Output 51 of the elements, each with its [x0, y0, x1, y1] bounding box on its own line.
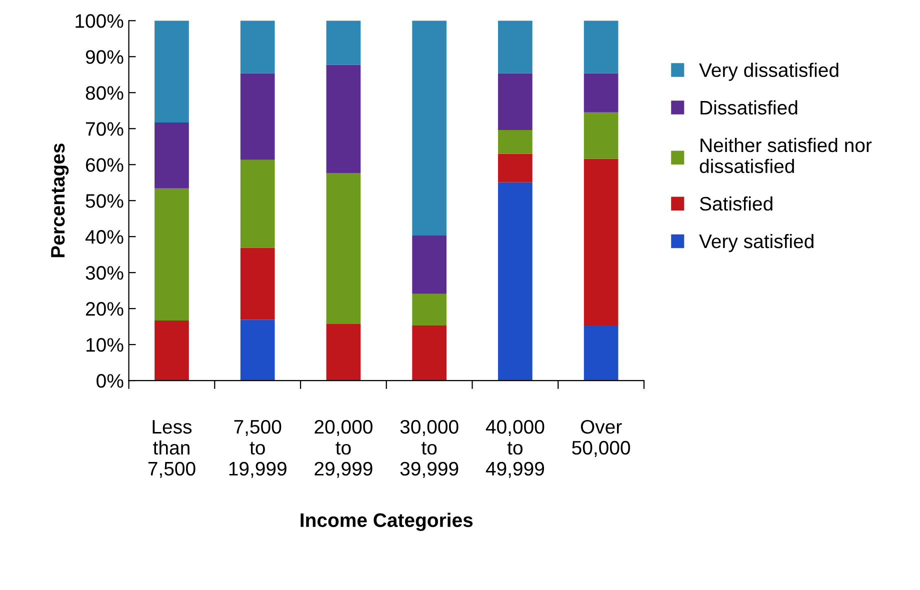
bar	[498, 20, 532, 74]
x-tick-label: 40,000 to 49,999	[486, 420, 544, 478]
bar	[584, 112, 618, 159]
y-axis-title: Percentages	[51, 144, 69, 258]
bar	[326, 173, 361, 324]
bar	[240, 160, 275, 248]
bar	[326, 64, 361, 174]
y-tick-label: 0%	[96, 374, 124, 388]
legend-label: Dissatisfied	[700, 100, 798, 115]
y-tick-label: 60%	[86, 158, 124, 172]
y-tick-label: 80%	[86, 86, 124, 100]
x-tick-label: 7,500 to 19,999	[229, 420, 286, 478]
bar	[498, 182, 532, 381]
bar	[154, 122, 189, 188]
bar	[412, 294, 447, 326]
y-tick-label: 90%	[86, 50, 124, 64]
x-axis-title: Income Categories	[300, 512, 473, 531]
y-tick-label: 70%	[86, 122, 124, 136]
y-tick-label: 40%	[85, 230, 124, 244]
legend-label: Satisfied	[700, 196, 772, 211]
bar	[412, 236, 447, 294]
y-tick-label: 100%	[76, 14, 124, 28]
bar	[498, 154, 532, 182]
bar	[584, 325, 618, 381]
bar	[154, 188, 189, 320]
bar	[240, 320, 275, 381]
x-tick-label: Less than 7,500	[148, 420, 196, 478]
bar	[584, 158, 618, 326]
bar	[154, 20, 189, 122]
y-tick-label: 20%	[86, 302, 124, 316]
legend-label: Very satisfied	[699, 234, 814, 252]
bar	[584, 20, 618, 74]
x-tick-label: 30,000 to 39,999	[400, 420, 458, 478]
x-tick-label: 20,000 to 29,999	[314, 420, 372, 478]
bar	[240, 248, 275, 320]
bar	[240, 20, 275, 74]
bar	[498, 73, 532, 130]
legend-label: Neither satisfied nor dissatisfied	[700, 138, 872, 174]
bar	[154, 320, 189, 381]
bar	[240, 73, 275, 160]
bar	[584, 73, 618, 112]
bar	[498, 130, 532, 154]
legend-label: Very dissatisfied	[699, 62, 838, 81]
bar	[412, 20, 447, 236]
bar	[326, 20, 361, 65]
bar	[326, 324, 361, 381]
y-tick-label: 30%	[86, 266, 124, 280]
y-tick-label: 50%	[86, 194, 124, 208]
bar	[412, 325, 447, 381]
y-tick-label: 10%	[86, 338, 124, 352]
x-tick-label: Over 50,000	[572, 420, 630, 457]
